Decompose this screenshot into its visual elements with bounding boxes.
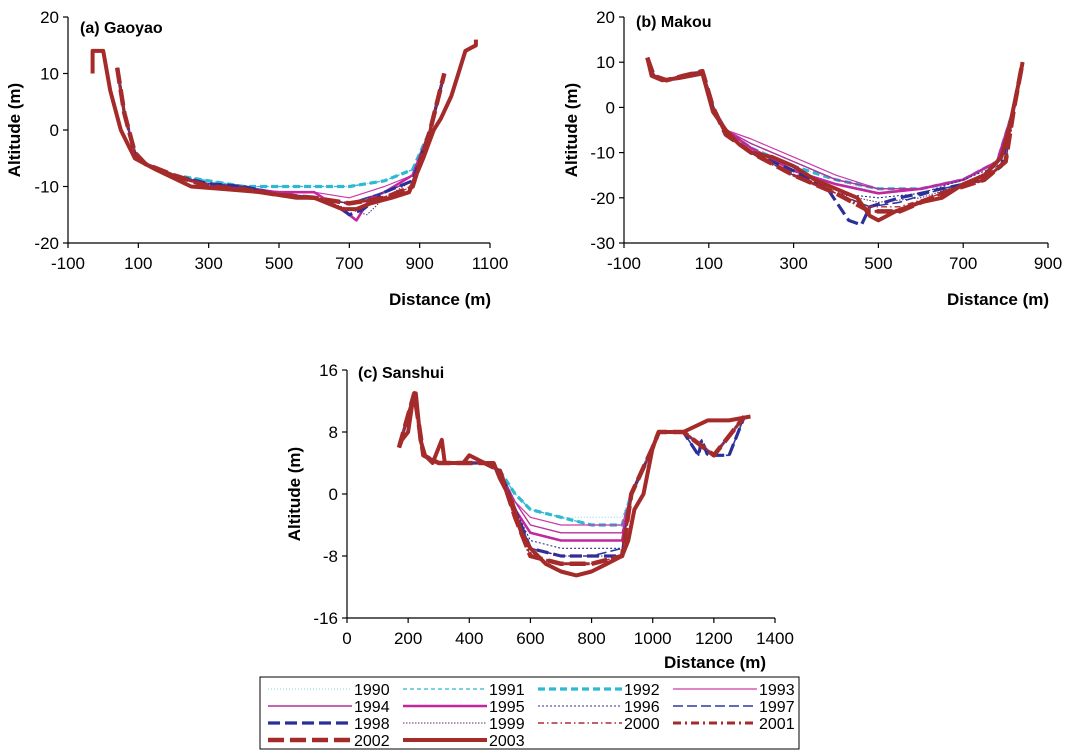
x-tick-label: 900 xyxy=(405,254,433,273)
series-2002-line xyxy=(114,67,447,206)
series-1991-line xyxy=(116,67,445,188)
x-tick-label: 1000 xyxy=(634,629,672,648)
series-2001-line xyxy=(645,57,1025,213)
x-tick-label: 500 xyxy=(265,254,293,273)
series-2003-line xyxy=(90,39,478,212)
y-tick-label: 20 xyxy=(40,8,59,27)
series-2001-line xyxy=(397,391,746,566)
y-tick-label: -20 xyxy=(34,234,59,253)
legend-label-1994: 1994 xyxy=(354,699,390,716)
y-tick-label: 10 xyxy=(40,65,59,84)
legend-label-1996: 1996 xyxy=(624,699,660,716)
series-2001-line xyxy=(115,67,446,205)
x-tick-label: -100 xyxy=(607,254,641,273)
y-tick-label: 20 xyxy=(596,8,615,27)
legend-label-2002: 2002 xyxy=(354,733,390,750)
x-axis-label: Distance (m) xyxy=(947,290,1049,309)
x-tick-label: 900 xyxy=(1034,254,1062,273)
series-1998-line xyxy=(397,391,746,558)
y-tick-label: -16 xyxy=(313,609,338,628)
series-1999-line xyxy=(398,392,745,557)
x-tick-label: 700 xyxy=(335,254,363,273)
y-tick-label: 0 xyxy=(606,98,615,117)
x-axis-label: Distance (m) xyxy=(389,290,491,309)
x-tick-label: 200 xyxy=(394,629,422,648)
legend-label-1995: 1995 xyxy=(489,699,525,716)
series-1997-line xyxy=(398,392,746,557)
y-tick-label: -10 xyxy=(590,144,615,163)
series-2002-line xyxy=(396,391,747,567)
series-1997-line xyxy=(116,67,446,205)
legend-label-1991: 1991 xyxy=(489,682,525,699)
x-tick-label: -100 xyxy=(51,254,85,273)
legend-label-1992: 1992 xyxy=(624,682,660,699)
x-tick-label: 1200 xyxy=(695,629,733,648)
legend-label-1999: 1999 xyxy=(489,716,525,733)
x-tick-label: 300 xyxy=(779,254,807,273)
x-tick-label: 800 xyxy=(577,629,605,648)
y-tick-label: -20 xyxy=(590,189,615,208)
y-axis-label: Altitude (m) xyxy=(562,83,581,177)
series-2000-line xyxy=(116,67,445,205)
y-tick-label: 0 xyxy=(329,485,338,504)
y-tick-label: 0 xyxy=(50,121,59,140)
series-1992-line xyxy=(397,391,746,527)
legend-label-1997: 1997 xyxy=(759,699,795,716)
series-1991-line xyxy=(398,392,745,526)
series-2003-line xyxy=(397,391,751,578)
x-tick-label: 700 xyxy=(949,254,977,273)
y-axis-label: Altitude (m) xyxy=(5,83,24,177)
series-1990-line xyxy=(398,392,745,518)
y-tick-label: 16 xyxy=(319,361,338,380)
series-1996-line xyxy=(116,67,445,204)
y-axis-label: Altitude (m) xyxy=(285,447,304,541)
legend-label-1990: 1990 xyxy=(354,682,390,699)
series-1990-line xyxy=(116,67,445,187)
panel-title: (b) Makou xyxy=(636,14,712,31)
series-2000-line xyxy=(398,392,745,565)
legend-label-1993: 1993 xyxy=(759,682,795,699)
legend-label-1998: 1998 xyxy=(354,716,390,733)
legend-label-2003: 2003 xyxy=(489,733,525,750)
y-tick-label: 10 xyxy=(596,53,615,72)
series-1992-line xyxy=(115,67,446,189)
series-1993-line xyxy=(116,67,445,199)
x-axis-label: Distance (m) xyxy=(664,653,766,672)
x-tick-label: 600 xyxy=(516,629,544,648)
legend-label-2000: 2000 xyxy=(624,716,660,733)
x-tick-label: 0 xyxy=(342,629,351,648)
legend: 1990 1991 1992 1993 1994 1995 1996 1997 1998 1999… xyxy=(259,676,800,750)
y-tick-label: -30 xyxy=(590,234,615,253)
x-tick-label: 500 xyxy=(864,254,892,273)
x-tick-label: 1100 xyxy=(472,254,509,273)
legend-label-2001: 2001 xyxy=(759,716,795,733)
x-tick-label: 400 xyxy=(455,629,483,648)
series-1994-line xyxy=(116,67,445,205)
panel-title: (c) Sanshui xyxy=(358,365,444,382)
x-tick-label: 300 xyxy=(194,254,222,273)
panel-title: (a) Gaoyao xyxy=(80,20,163,37)
x-tick-label: 100 xyxy=(124,254,152,273)
x-tick-label: 1400 xyxy=(756,629,794,648)
y-tick-label: 8 xyxy=(329,423,338,442)
y-tick-label: -8 xyxy=(323,547,338,566)
series-2003-line xyxy=(645,57,1025,223)
x-tick-label: 100 xyxy=(695,254,723,273)
series-1993-line xyxy=(398,392,745,526)
y-tick-label: -10 xyxy=(34,178,59,197)
